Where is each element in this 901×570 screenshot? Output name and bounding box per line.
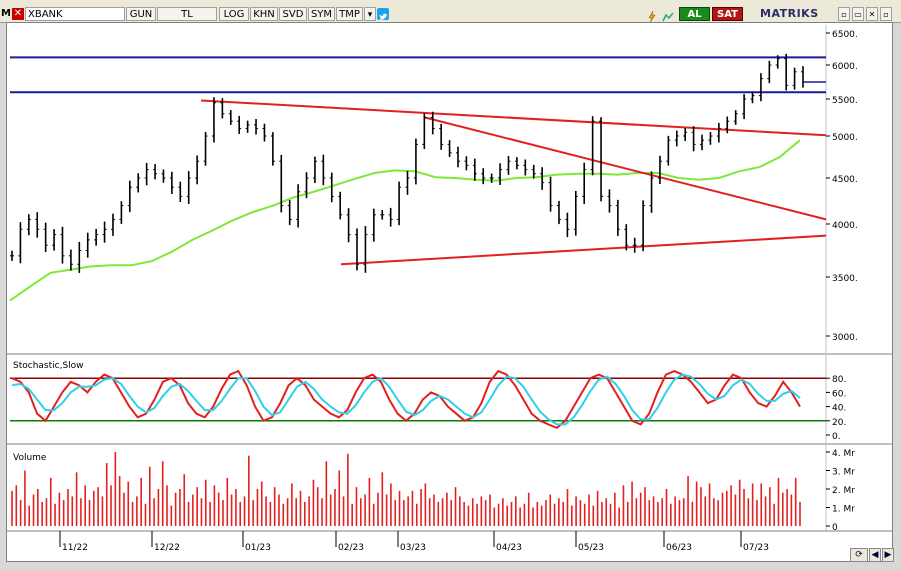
- descending-trend-line[interactable]: [424, 116, 827, 221]
- stoch-axis-label: 40.: [832, 404, 846, 414]
- toolbar: M ✕ XBANK GUN TL LOG KHN SVD SYM TMP ▾ A…: [0, 0, 901, 24]
- gun-button[interactable]: GUN: [126, 7, 156, 21]
- price-axis-label: 3000.: [832, 333, 858, 343]
- stochastic-title: Stochastic,Slow: [13, 361, 84, 371]
- support-trend-line[interactable]: [340, 234, 827, 266]
- sym-button[interactable]: SYM: [308, 7, 335, 21]
- stoch-axis-label: 20.: [832, 418, 846, 428]
- log-button[interactable]: LOG: [219, 7, 249, 21]
- date-axis-label: 12/22: [154, 543, 180, 553]
- price-axis-label: 4500.: [832, 175, 858, 185]
- close-symbol-icon[interactable]: ✕: [12, 8, 24, 20]
- price-axis-label: 4000.: [832, 221, 858, 231]
- date-axis-label: 04/23: [496, 543, 522, 553]
- date-axis-label: 02/23: [338, 543, 364, 553]
- volume-axis-label: 1. Mr: [832, 505, 855, 515]
- maximize-window-button[interactable]: ▭: [852, 7, 864, 21]
- price-axis-label: 5000.: [832, 133, 858, 143]
- volume-axis-label: 4. Mr: [832, 449, 855, 459]
- date-axis: 11/22 12/22 01/23 02/23 03/23 04/23 05/23 06/23…: [59, 531, 769, 553]
- stoch-axis-label: 80.: [832, 375, 846, 385]
- matriks-m-logo: M: [1, 8, 11, 19]
- refresh-icon[interactable]: ⟳: [850, 548, 868, 562]
- date-axis-label: 03/23: [400, 543, 426, 553]
- volume-axis-label: 3. Mr: [832, 468, 855, 478]
- currency-button[interactable]: TL: [157, 7, 217, 21]
- khn-button[interactable]: KHN: [250, 7, 278, 21]
- minimize-window-button[interactable]: ▫: [838, 7, 850, 21]
- scroll-right-icon[interactable]: ▶: [882, 548, 894, 562]
- volume-axis-label: 2. Mr: [832, 486, 855, 496]
- resistance-trend-line[interactable]: [200, 99, 827, 137]
- date-axis-label: 01/23: [245, 543, 271, 553]
- moving-average-line: [9, 139, 801, 302]
- brand-logo: MATRIKS: [760, 7, 819, 20]
- tmp-button[interactable]: TMP: [336, 7, 363, 21]
- symbol-input[interactable]: XBANK: [25, 7, 125, 21]
- price-axis-label: 6500.: [832, 30, 858, 40]
- chart-frame[interactable]: [6, 22, 893, 562]
- stoch-axis-label: 60.: [832, 389, 846, 399]
- price-axis-label: 5500.: [832, 96, 858, 106]
- date-axis-label: 07/23: [743, 543, 769, 553]
- twitter-icon[interactable]: [377, 8, 389, 20]
- chart-tools-icon[interactable]: [661, 8, 675, 22]
- svd-button[interactable]: SVD: [279, 7, 307, 21]
- scroll-left-icon[interactable]: ◀: [869, 548, 881, 562]
- sell-button[interactable]: SAT: [712, 7, 743, 21]
- price-panel: 6500. 6000. 5500. 5000. 4500. 4000. 3500. 3000.: [6, 25, 892, 532]
- price-axis-label: 6000.: [832, 62, 858, 72]
- date-axis-label: 11/22: [62, 543, 88, 553]
- stoch-d-line: [11, 373, 801, 426]
- stoch-k-line: [11, 369, 801, 430]
- date-axis-label: 06/23: [666, 543, 692, 553]
- settings-window-button[interactable]: ▫: [880, 7, 892, 21]
- stochastic-panel: 80. 60. 40. 20. 0.: [10, 369, 846, 442]
- close-window-button[interactable]: ✕: [866, 7, 878, 21]
- stoch-axis-label: 0.: [832, 432, 841, 442]
- volume-axis-label: 0: [832, 523, 838, 533]
- volume-title: Volume: [13, 453, 47, 463]
- price-axis-label: 3500.: [832, 274, 858, 284]
- volume-panel: 4. Mr 3. Mr 2. Mr 1. Mr 0: [11, 449, 855, 533]
- buy-button[interactable]: AL: [679, 7, 710, 21]
- date-axis-label: 05/23: [578, 543, 604, 553]
- dropdown-arrow-icon[interactable]: ▾: [364, 7, 376, 21]
